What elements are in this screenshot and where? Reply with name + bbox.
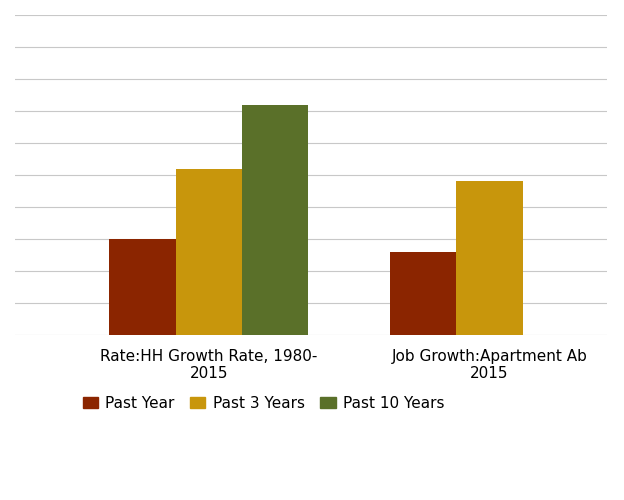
Bar <box>242 104 308 335</box>
Bar <box>456 182 523 335</box>
Bar <box>176 168 242 335</box>
Bar <box>109 239 176 335</box>
Bar <box>390 252 456 335</box>
Legend: Past Year, Past 3 Years, Past 10 Years: Past Year, Past 3 Years, Past 10 Years <box>76 390 451 417</box>
